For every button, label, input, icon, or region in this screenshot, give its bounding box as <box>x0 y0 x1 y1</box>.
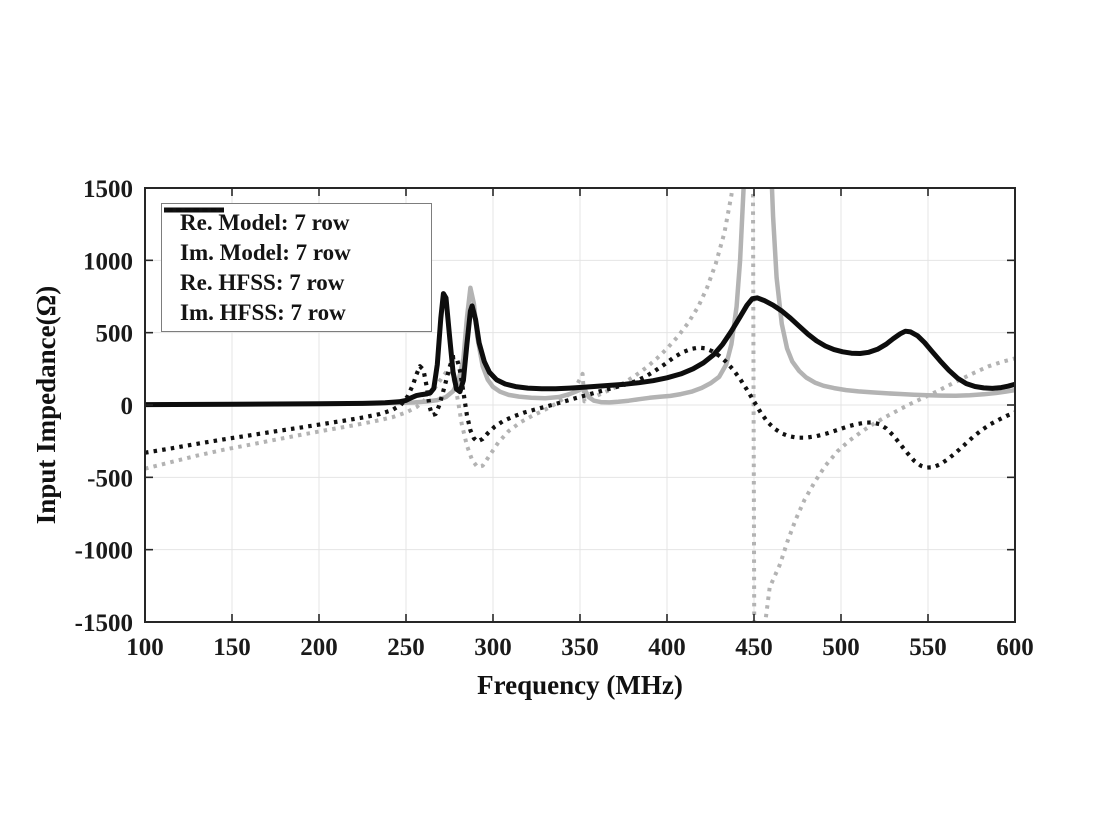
legend: Re. Model: 7 row Im. Model: 7 row Re. HFSS… <box>161 203 432 332</box>
legend-item-im-model: Im. Model: 7 row <box>162 208 431 267</box>
x-tick-label: 300 <box>474 634 512 661</box>
y-tick-label: 500 <box>96 321 134 348</box>
y-tick-label: -1000 <box>75 538 133 565</box>
x-tick-label: 150 <box>213 634 251 661</box>
series-im-hfss <box>145 345 1015 470</box>
legend-item-im-hfss: Im. HFSS: 7 row <box>162 207 431 327</box>
y-axis-label: Input Impedance(Ω) <box>31 286 61 524</box>
x-axis-label: Frequency (MHz) <box>477 670 683 700</box>
x-tick-label: 450 <box>735 634 773 661</box>
x-tick-label: 100 <box>126 634 164 661</box>
y-tick-label: 0 <box>121 393 134 420</box>
series-re-hfss <box>145 291 1015 408</box>
x-tick-label: 250 <box>387 634 425 661</box>
axes-box <box>144 187 1016 623</box>
x-tick-label: 550 <box>909 634 947 661</box>
series-lines <box>145 188 1015 622</box>
y-tick-label: -1500 <box>75 610 133 637</box>
x-tick-label: 400 <box>648 634 686 661</box>
series-re-model <box>145 188 1015 407</box>
y-tick-label: -500 <box>87 465 133 492</box>
y-tick-label: 1000 <box>83 248 133 275</box>
legend-label-re-hfss: Re. HFSS: 7 row <box>180 270 345 296</box>
x-tick-label: 350 <box>561 634 599 661</box>
y-tick-label: 1500 <box>83 176 133 203</box>
legend-label-im-hfss: Im. HFSS: 7 row <box>180 300 346 326</box>
tick-labels: 100 150 200 250 300 350 400 450 500 550 600 -1500 -1… <box>75 176 1034 661</box>
x-tick-label: 500 <box>822 634 860 661</box>
x-tick-label: 600 <box>996 634 1034 661</box>
legend-line-sample-im-hfss <box>164 207 224 213</box>
legend-item-re-hfss: Re. HFSS: 7 row <box>162 207 431 297</box>
legend-label-re-model: Re. Model: 7 row <box>180 209 350 235</box>
legend-label-im-model: Im. Model: 7 row <box>180 239 351 265</box>
x-tick-label: 200 <box>300 634 338 661</box>
